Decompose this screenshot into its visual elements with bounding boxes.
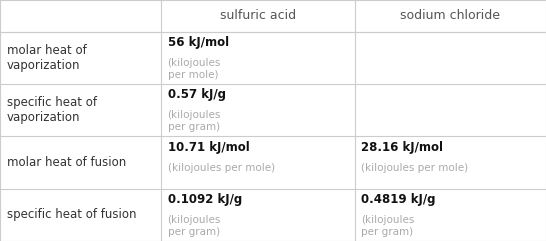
- Text: specific heat of
vaporization: specific heat of vaporization: [7, 96, 97, 124]
- Text: (kilojoules
per gram): (kilojoules per gram): [168, 215, 221, 237]
- Text: molar heat of fusion: molar heat of fusion: [7, 156, 126, 169]
- Text: 56 kJ/mol: 56 kJ/mol: [168, 36, 229, 49]
- Text: sulfuric acid: sulfuric acid: [220, 9, 296, 22]
- Text: (kilojoules
per gram): (kilojoules per gram): [361, 215, 415, 237]
- Text: (kilojoules
per mole): (kilojoules per mole): [168, 58, 221, 80]
- Text: (kilojoules
per gram): (kilojoules per gram): [168, 110, 221, 132]
- Text: specific heat of fusion: specific heat of fusion: [7, 208, 136, 221]
- Text: 0.4819 kJ/g: 0.4819 kJ/g: [361, 193, 436, 206]
- Text: (kilojoules per mole): (kilojoules per mole): [168, 163, 275, 173]
- Text: sodium chloride: sodium chloride: [400, 9, 501, 22]
- Text: (kilojoules per mole): (kilojoules per mole): [361, 163, 468, 173]
- Text: molar heat of
vaporization: molar heat of vaporization: [7, 44, 86, 72]
- Text: 28.16 kJ/mol: 28.16 kJ/mol: [361, 141, 443, 154]
- Text: 0.57 kJ/g: 0.57 kJ/g: [168, 88, 225, 101]
- Text: 10.71 kJ/mol: 10.71 kJ/mol: [168, 141, 250, 154]
- Text: 0.1092 kJ/g: 0.1092 kJ/g: [168, 193, 242, 206]
